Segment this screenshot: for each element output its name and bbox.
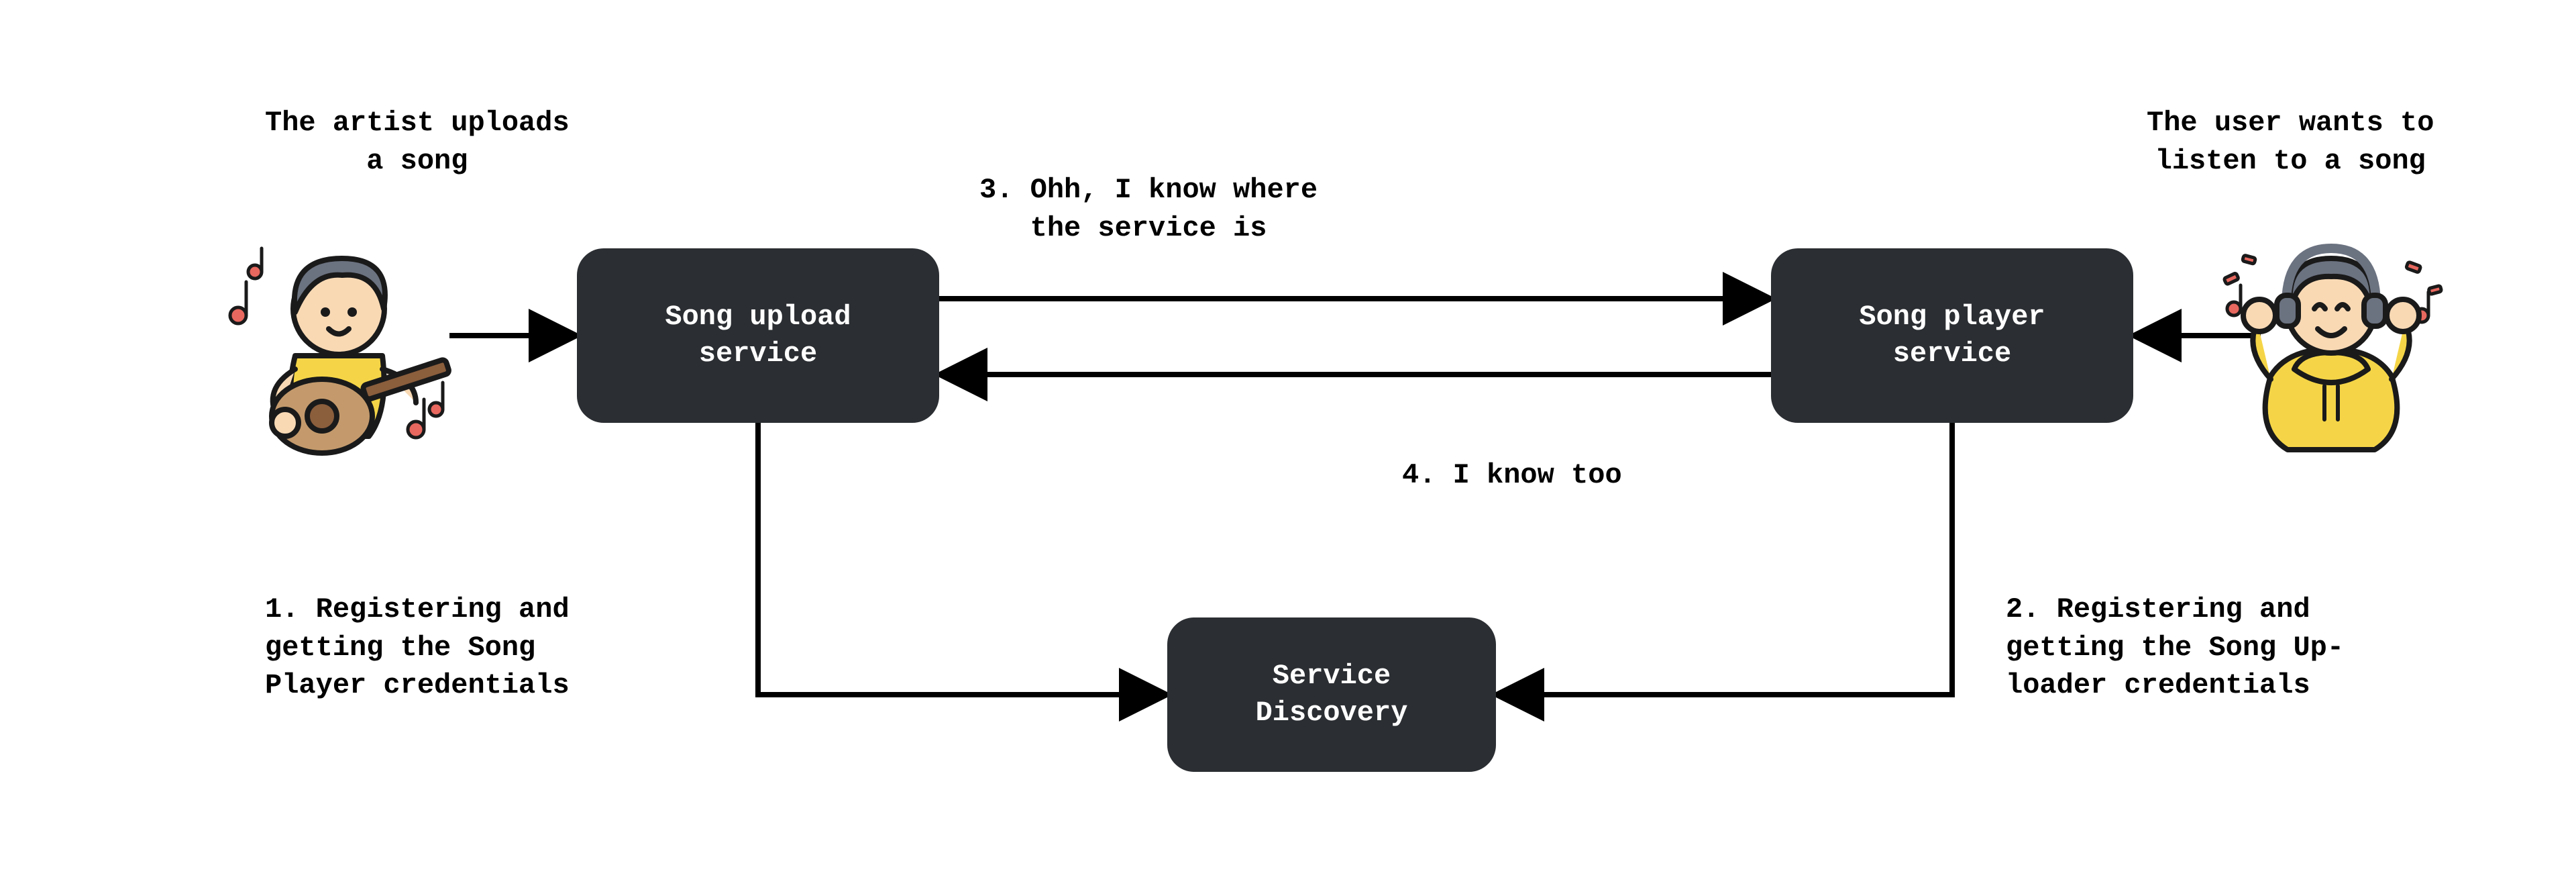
edge-upload-to-discovery: [758, 423, 1167, 695]
label-edge2: 2. Registering and getting the Song Up- …: [2006, 591, 2344, 705]
label-artist-caption: The artist uploads a song: [265, 104, 570, 180]
label-user-caption: The user wants to listen to a song: [2147, 104, 2434, 180]
node-upload: Song upload service: [577, 248, 939, 423]
guitarist-icon: [215, 235, 456, 456]
listener-icon: [2207, 228, 2449, 456]
node-player: Song player service: [1771, 248, 2133, 423]
label-edge1: 1. Registering and getting the Song Play…: [265, 591, 570, 705]
node-discovery: Service Discovery: [1167, 617, 1496, 772]
label-edge3: 3. Ohh, I know where the service is: [979, 171, 1318, 247]
label-edge4: 4. I know too: [1402, 456, 1622, 495]
actor-artist: [215, 235, 456, 460]
actor-user: [2207, 228, 2449, 460]
